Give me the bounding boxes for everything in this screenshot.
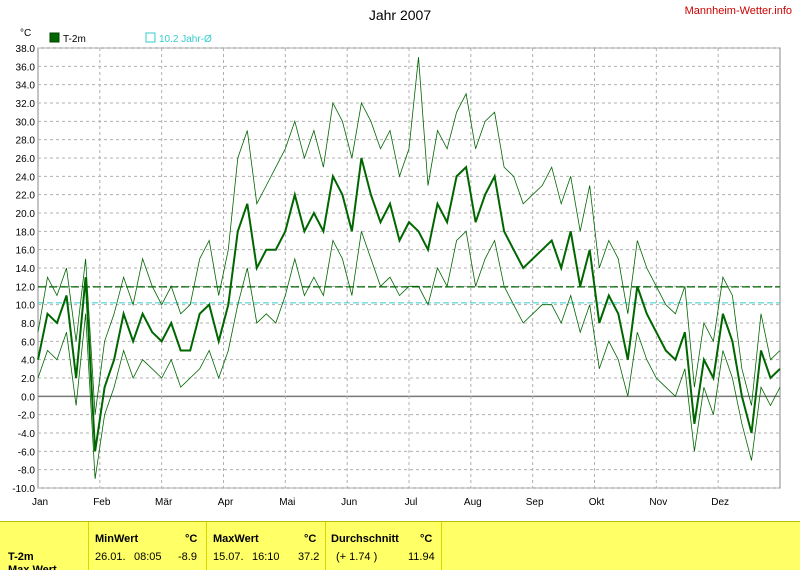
series-line-0 — [37, 157, 781, 452]
x-tick-label: Nov — [649, 497, 667, 508]
max-header: MaxWert — [213, 533, 259, 545]
y-tick-label: 20.0 — [16, 209, 36, 220]
y-tick-label: 6.0 — [21, 337, 35, 348]
y-tick-label: 26.0 — [16, 154, 36, 165]
brand-link[interactable]: Mannheim-Wetter.info — [685, 5, 792, 17]
x-tick-label: Mai — [279, 497, 295, 508]
y-tick-label: 22.0 — [16, 191, 36, 202]
y-tick-label: -2.0 — [18, 411, 36, 422]
y-tick-label: -8.0 — [18, 466, 36, 477]
y-unit-label: °C — [20, 28, 31, 39]
max-value: 37.2 — [298, 551, 320, 563]
chart-title: Jahr 2007 — [369, 7, 431, 23]
stats-divider — [88, 522, 89, 570]
y-tick-label: 32.0 — [16, 99, 36, 110]
x-tick-label: Okt — [589, 497, 605, 508]
legend-label-avg: 10.2 Jahr-Ø — [159, 34, 212, 45]
series-group — [37, 57, 781, 479]
x-tick-label: Dez — [711, 497, 729, 508]
min-unit: °C — [185, 533, 198, 545]
x-tick-label: Apr — [218, 497, 234, 508]
y-tick-label: 14.0 — [16, 264, 36, 275]
y-tick-label: 4.0 — [21, 356, 35, 367]
y-tick-label: -6.0 — [18, 447, 36, 458]
stats-divider — [206, 522, 207, 570]
y-tick-label: 38.0 — [16, 44, 36, 55]
y-tick-label: 34.0 — [16, 81, 36, 92]
min-header: MinWert — [95, 533, 139, 545]
x-tick-label: Feb — [93, 497, 111, 508]
x-tick-label: Jun — [341, 497, 357, 508]
y-tick-label: 2.0 — [21, 374, 35, 385]
stats-divider — [325, 522, 326, 570]
x-tick-label: Mär — [155, 497, 173, 508]
stats-panel: MinWert °C MaxWert °C Durchschnitt °C T-… — [0, 521, 800, 570]
y-tick-label: 8.0 — [21, 319, 35, 330]
y-tick-label: 30.0 — [16, 117, 36, 128]
legend-swatch-avg — [145, 32, 156, 43]
avg-unit: °C — [420, 533, 433, 545]
y-tick-label: 28.0 — [16, 136, 36, 147]
x-axis: Jan Feb Mär Apr Mai Jun Jul Aug Sep Okt Nov Dez — [32, 497, 729, 508]
y-tick-label: 16.0 — [16, 246, 36, 257]
x-tick-label: Jan — [32, 497, 48, 508]
y-tick-label: 10.0 — [16, 301, 36, 312]
row-label: T-2m — [8, 551, 34, 563]
row-label-2: Max Wert — [8, 564, 57, 570]
x-tick-label: Jul — [405, 497, 418, 508]
series-line-2 — [37, 230, 781, 479]
avg-value: 11.94 — [408, 551, 435, 563]
y-tick-label: 12.0 — [16, 282, 36, 293]
stats-divider — [441, 522, 442, 570]
y-tick-label: 18.0 — [16, 227, 36, 238]
legend-swatch-t2m — [49, 32, 60, 43]
temperature-chart: -10.0 -8.0 -6.0 -4.0 -2.0 0.0 2.0 4.0 6.0 8.0 10.0… — [12, 5, 792, 508]
legend: T-2m 10.2 Jahr-Ø — [49, 32, 212, 45]
max-unit: °C — [304, 533, 317, 545]
y-tick-label: 0.0 — [21, 392, 35, 403]
x-tick-label: Aug — [464, 497, 482, 508]
series-line-1 — [37, 57, 781, 415]
y-tick-label: 36.0 — [16, 62, 36, 73]
min-time: 08:05 — [134, 551, 162, 563]
avg-delta: (+ 1.74 ) — [336, 551, 378, 563]
y-tick-label: 24.0 — [16, 172, 36, 183]
x-tick-label: Sep — [526, 497, 544, 508]
y-tick-label: -4.0 — [18, 429, 36, 440]
y-axis: -10.0 -8.0 -6.0 -4.0 -2.0 0.0 2.0 4.0 6.0 8.0 10.0… — [12, 44, 35, 495]
min-value: -8.9 — [178, 551, 197, 563]
avg-header: Durchschnitt — [331, 533, 399, 545]
max-date: 15.07. — [213, 551, 244, 563]
min-date: 26.01. — [95, 551, 126, 563]
y-tick-label: -10.0 — [12, 484, 35, 495]
legend-label-t2m: T-2m — [63, 34, 86, 45]
max-time: 16:10 — [252, 551, 280, 563]
